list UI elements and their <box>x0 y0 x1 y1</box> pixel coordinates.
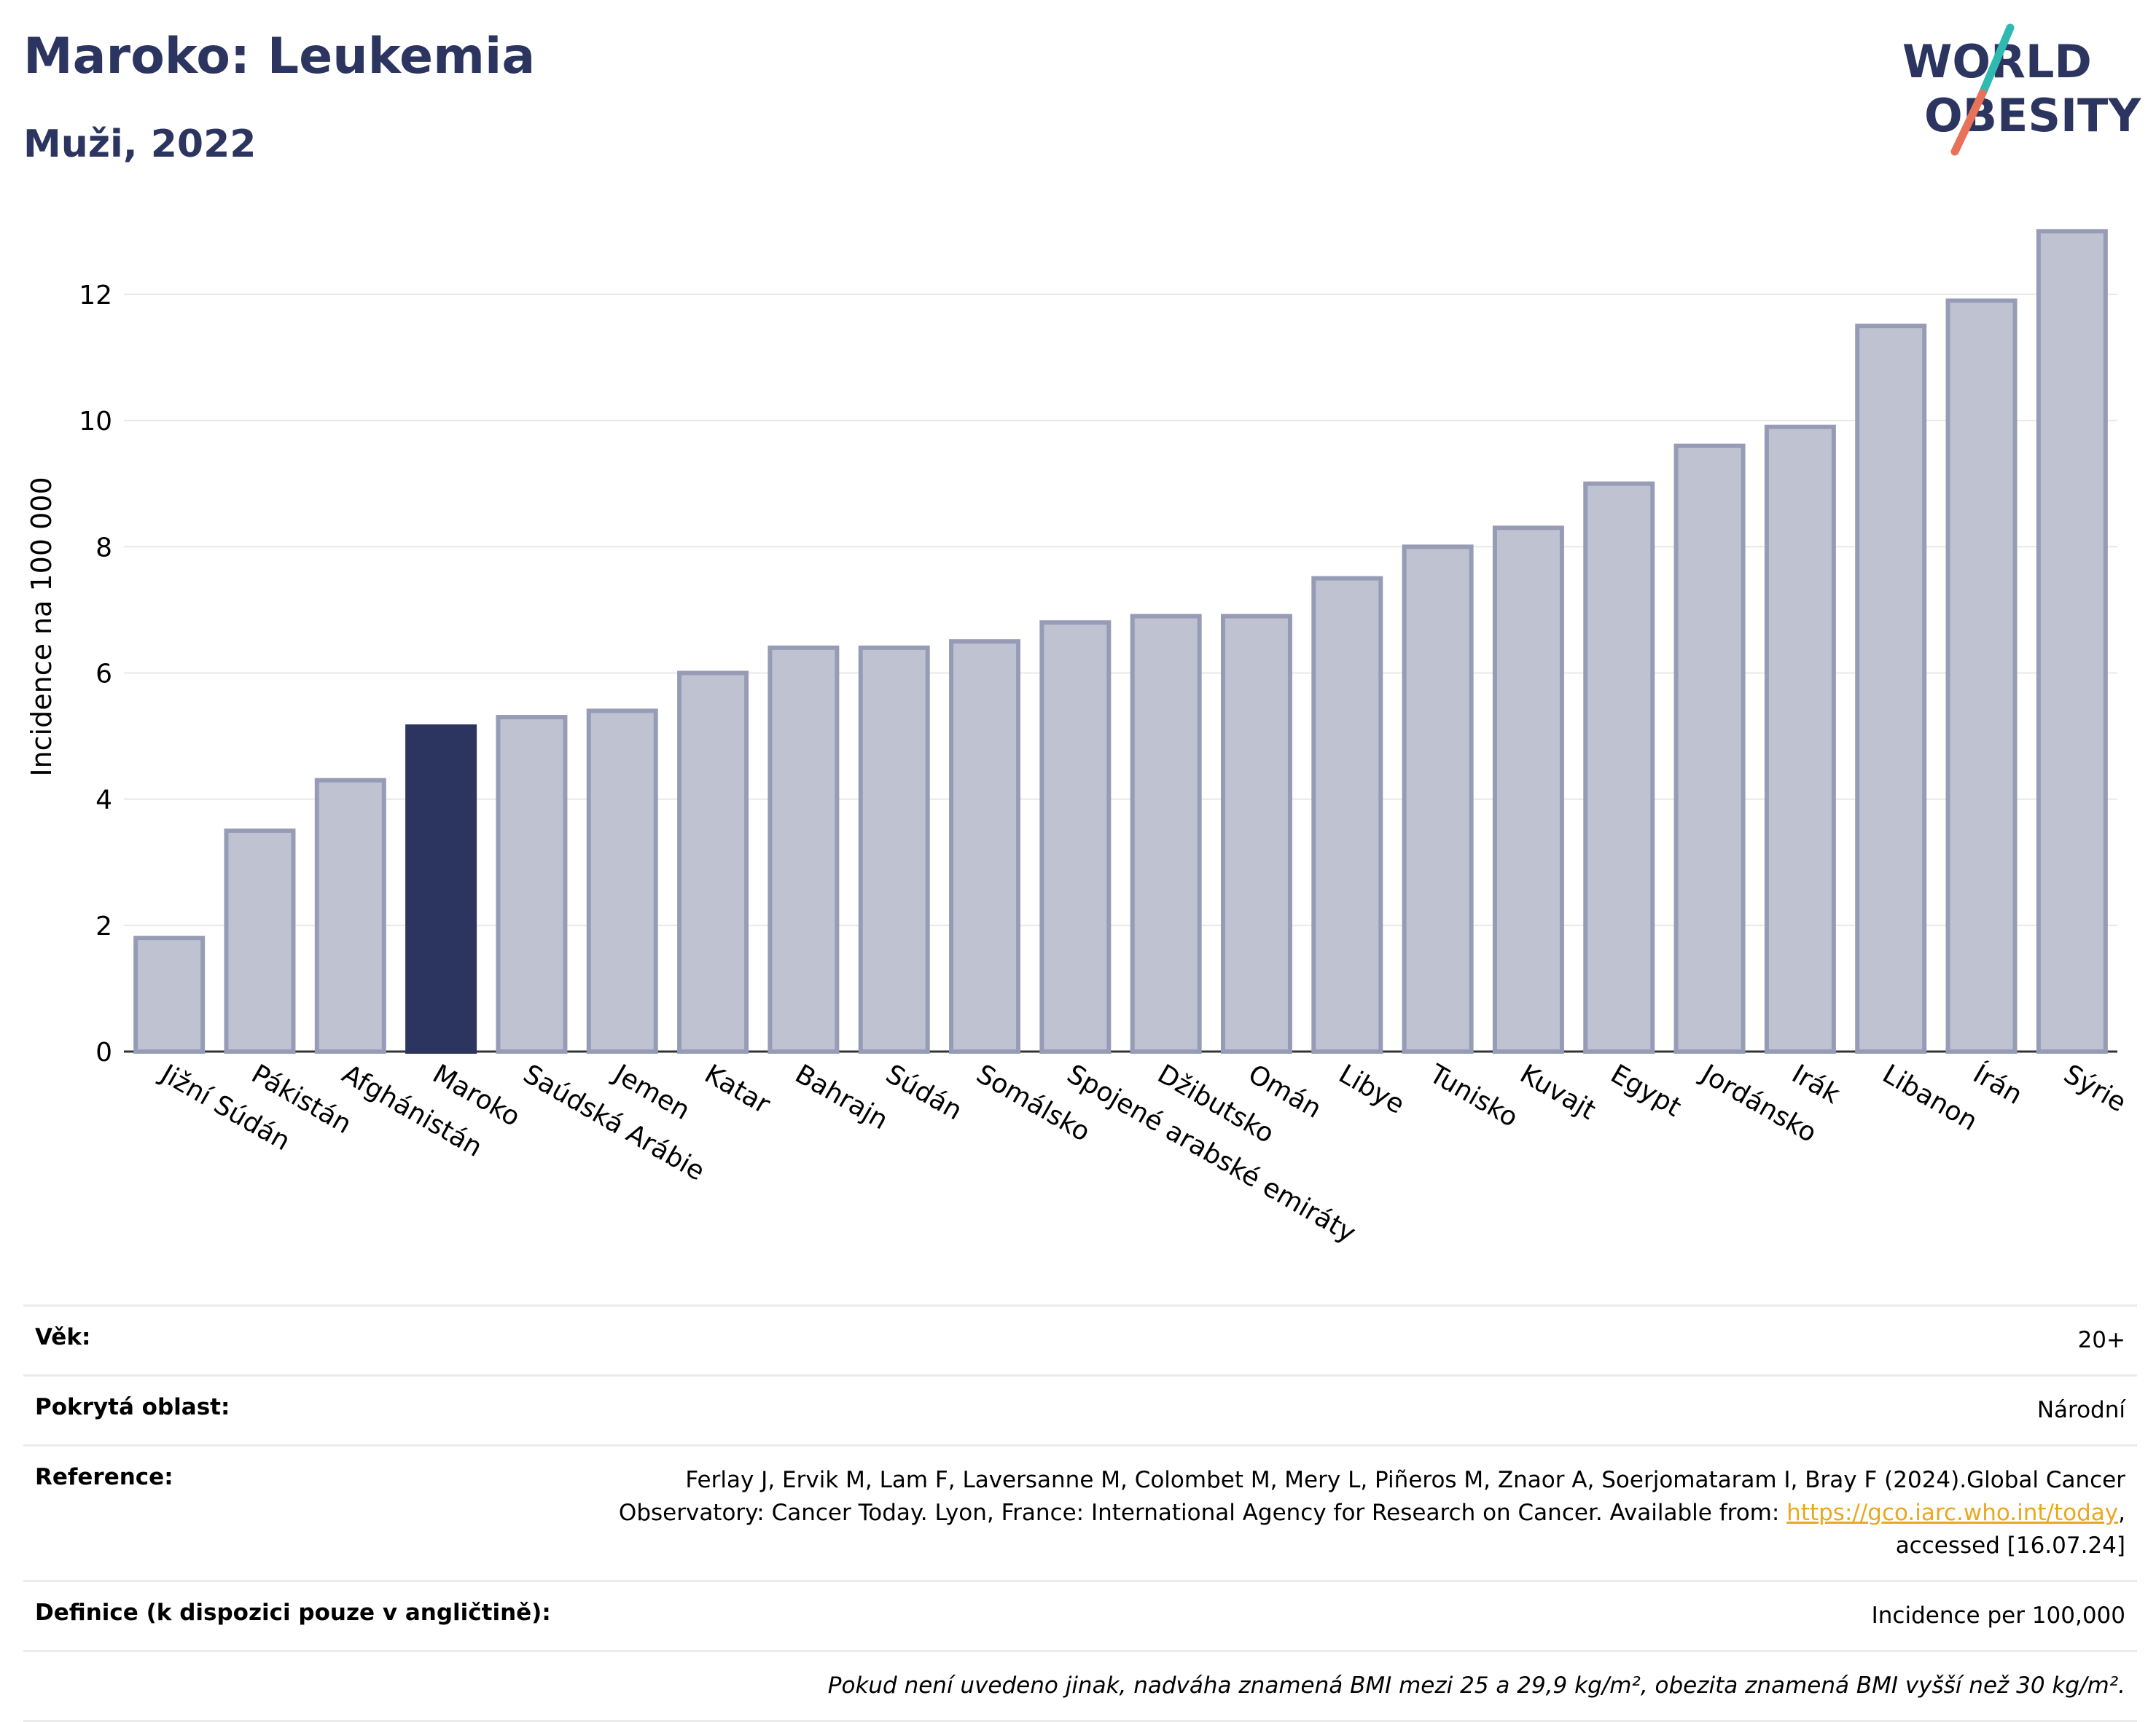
bar-katar[interactable] <box>677 670 749 1054</box>
bar-afghánistán[interactable] <box>314 778 386 1054</box>
bar-somálsko[interactable] <box>949 639 1021 1054</box>
y-tick-label: 12 <box>79 281 112 310</box>
x-tick-label: Irák <box>1786 1059 1845 1110</box>
x-tick-label: Libye <box>1334 1059 1410 1120</box>
meta-definition-label: Definice (k dispozici pouze v angličtině… <box>35 1600 551 1626</box>
y-tick-label: 10 <box>79 407 112 437</box>
meta-reference-label: Reference: <box>35 1464 173 1490</box>
metadata-table: Věk: 20+ Pokrytá oblast: Národní Referen… <box>23 1304 2137 1722</box>
world-obesity-logo: WORLD OBESITY <box>1902 23 2141 156</box>
bar-libanon[interactable] <box>1855 324 1927 1054</box>
x-tick-label: Katar <box>700 1059 776 1120</box>
bar-bahrajn[interactable] <box>768 645 840 1054</box>
meta-row-area: Pokrytá oblast: Národní <box>23 1374 2137 1444</box>
meta-age-value: 20+ <box>2077 1327 2125 1353</box>
page-title: Maroko: Leukemia <box>23 28 536 85</box>
x-tick-label: Tunisko <box>1423 1059 1523 1133</box>
y-tick-label: 0 <box>95 1038 112 1068</box>
x-tick-label: Bahrajn <box>790 1059 893 1135</box>
x-tick-label: Súdán <box>880 1059 967 1126</box>
bar-sýrie[interactable] <box>2036 229 2108 1054</box>
bar-saúdská-arábie[interactable] <box>496 715 568 1054</box>
x-tick-label: Egypt <box>1606 1059 1686 1122</box>
x-tick-label: Libanon <box>1878 1059 1983 1137</box>
x-tick-label: Sýrie <box>2058 1059 2130 1118</box>
page-subtitle: Muži, 2022 <box>23 122 257 166</box>
logo-slash-teal <box>1978 23 2015 98</box>
bar-egypt[interactable] <box>1583 481 1655 1054</box>
x-tick-label: Írán <box>1968 1058 2028 1111</box>
meta-area-value: Národní <box>2036 1397 2125 1423</box>
reference-text: Ferlay J, Ervik M, Lam F, Laversanne M, … <box>618 1467 2125 1526</box>
bar-omán[interactable] <box>1220 614 1292 1054</box>
meta-row-definition: Definice (k dispozici pouze v angličtině… <box>23 1580 2137 1650</box>
bar-pákistán[interactable] <box>224 828 296 1054</box>
meta-reference-value: Ferlay J, Ervik M, Lam F, Laversanne M, … <box>558 1464 2125 1562</box>
bar-chart: Jižní SúdánPákistánAfghánistánMarokoSaúd… <box>26 229 2131 1249</box>
meta-area-label: Pokrytá oblast: <box>35 1394 230 1420</box>
reference-tail: , accessed [16.07.24] <box>1895 1500 2125 1559</box>
bar-džibutsko[interactable] <box>1130 614 1202 1054</box>
bar-kuvajt[interactable] <box>1492 525 1564 1054</box>
meta-row-age: Věk: 20+ <box>23 1304 2137 1374</box>
y-tick-label: 6 <box>95 659 112 689</box>
y-tick-label: 4 <box>95 786 112 815</box>
bar-tunisko[interactable] <box>1402 544 1474 1054</box>
bar-irák[interactable] <box>1764 424 1836 1054</box>
bar-libye[interactable] <box>1311 576 1383 1054</box>
meta-note: Pokud není uvedeno jinak, nadváha znamen… <box>827 1672 2125 1699</box>
bar-spojené-arabské-emiráty[interactable] <box>1039 620 1112 1054</box>
y-axis-title: Incidence na 100 000 <box>26 477 58 776</box>
x-tick-label: Kuvajt <box>1515 1059 1601 1126</box>
meta-definition-value: Incidence per 100,000 <box>1871 1602 2125 1629</box>
y-tick-label: 8 <box>95 533 112 563</box>
bar-jordánsko[interactable] <box>1673 443 1746 1054</box>
reference-link[interactable]: https://gco.iarc.who.int/today <box>1786 1500 2119 1526</box>
y-tick-label: 2 <box>95 912 112 942</box>
bar-jižní-súdán[interactable] <box>133 936 206 1054</box>
meta-row-reference: Reference: Ferlay J, Ervik M, Lam F, Lav… <box>23 1444 2137 1580</box>
meta-row-note: Pokud není uvedeno jinak, nadváha znamen… <box>23 1650 2137 1722</box>
meta-age-label: Věk: <box>35 1324 91 1350</box>
bar-maroko[interactable] <box>405 724 477 1054</box>
bar-súdán[interactable] <box>858 645 930 1054</box>
logo-slash-coral <box>1950 89 1987 156</box>
bar-írán[interactable] <box>1945 298 2018 1054</box>
bar-jemen[interactable] <box>586 708 658 1054</box>
